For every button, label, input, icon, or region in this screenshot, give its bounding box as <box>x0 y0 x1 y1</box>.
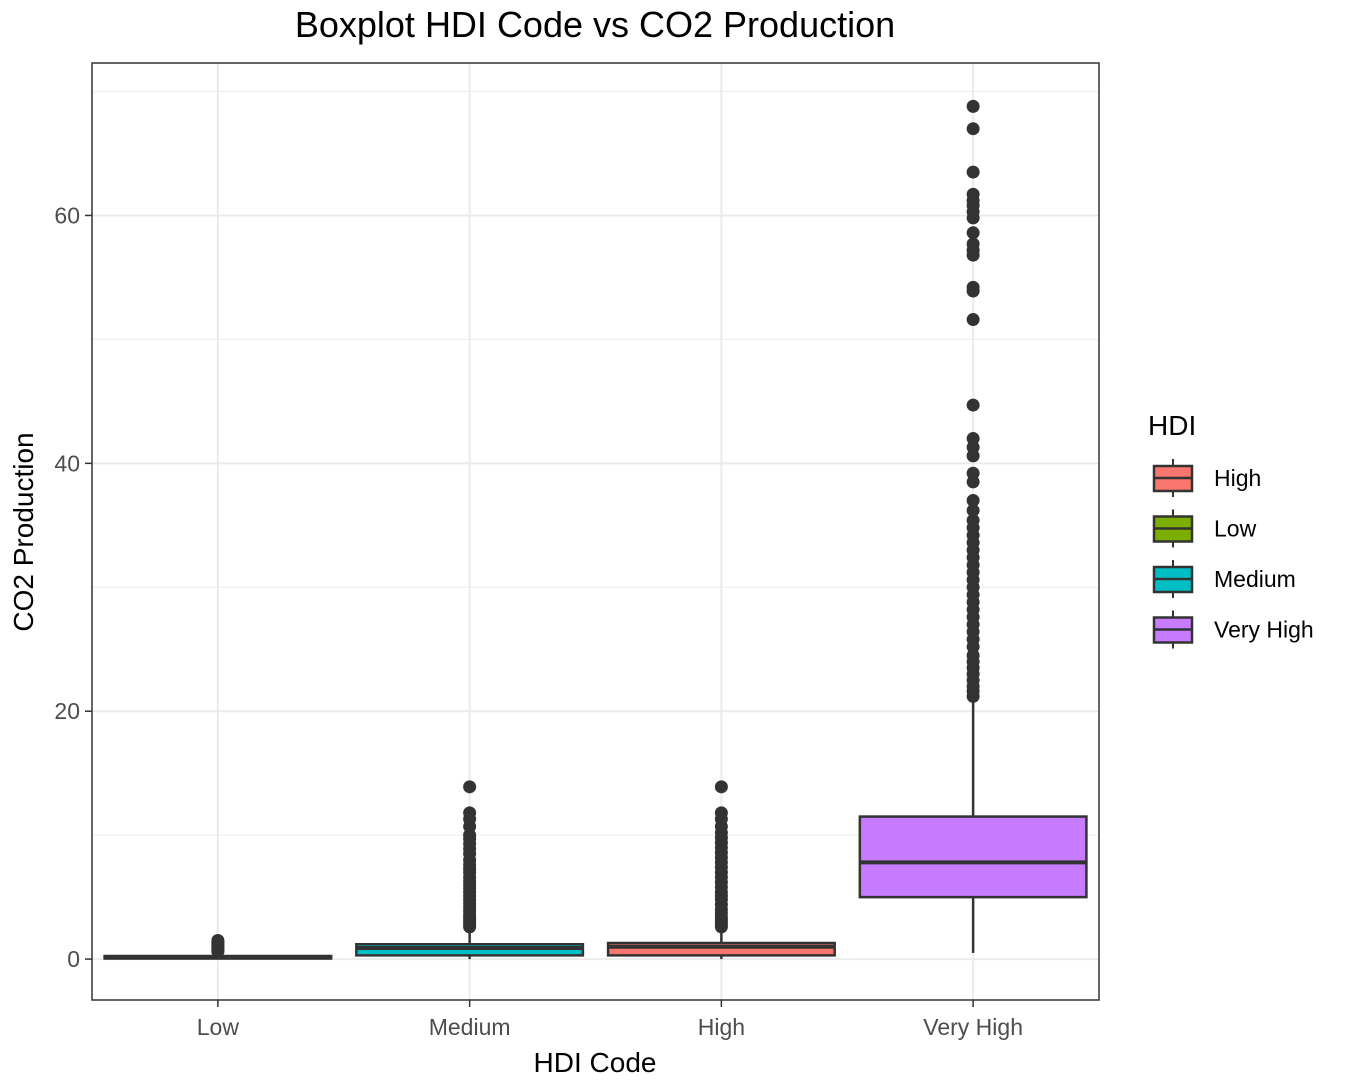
outlier-point <box>714 780 728 794</box>
legend-label: Medium <box>1214 566 1296 592</box>
outlier-point <box>463 806 477 820</box>
y-tick-label: 0 <box>67 946 80 972</box>
x-tick-label: Very High <box>923 1014 1023 1040</box>
outlier-point <box>966 513 980 527</box>
box-low <box>103 934 333 960</box>
x-axis-title: HDI Code <box>534 1047 657 1078</box>
box-medium <box>355 780 585 960</box>
outlier-point <box>966 280 980 294</box>
y-tick-label: 60 <box>54 202 80 228</box>
outlier-point <box>714 806 728 820</box>
legend-title: HDI <box>1148 410 1196 441</box>
y-tick-label: 20 <box>54 698 80 724</box>
y-axis-title: CO2 Production <box>8 432 39 631</box>
outlier-point <box>966 432 980 446</box>
x-axis: Low Medium High Very High <box>197 1000 1023 1040</box>
box-high <box>606 780 836 960</box>
outlier-point <box>211 934 225 948</box>
box-very-high <box>858 99 1088 953</box>
outlier-point <box>966 165 980 179</box>
outlier-point <box>463 780 477 794</box>
x-tick-label: High <box>698 1014 745 1040</box>
legend-item-high: High <box>1152 459 1261 497</box>
outlier-point <box>966 494 980 508</box>
outlier-point <box>966 398 980 412</box>
plot-panel <box>91 62 1100 1001</box>
outlier-point <box>966 122 980 136</box>
outlier-point <box>966 466 980 480</box>
outlier-point <box>966 503 980 517</box>
box-body <box>858 815 1088 899</box>
outlier-point <box>966 99 980 113</box>
outlier-point <box>966 237 980 251</box>
outlier-point <box>966 313 980 327</box>
legend-label: Very High <box>1214 617 1314 643</box>
outlier-point <box>966 187 980 201</box>
x-tick-label: Low <box>197 1014 240 1040</box>
chart-title: Boxplot HDI Code vs CO2 Production <box>295 4 895 45</box>
legend: HDI High Low Medium Very High <box>1148 410 1314 649</box>
legend-label: High <box>1214 465 1261 491</box>
legend-item-very-high: Very High <box>1152 610 1314 649</box>
y-axis: 0 20 40 60 <box>54 202 92 972</box>
panel-border <box>91 62 1100 1001</box>
legend-item-medium: Medium <box>1152 560 1296 598</box>
outlier-point <box>966 226 980 240</box>
y-tick-label: 40 <box>54 450 80 476</box>
x-tick-label: Medium <box>429 1014 511 1040</box>
legend-item-low: Low <box>1152 509 1257 548</box>
legend-label: Low <box>1214 516 1257 542</box>
